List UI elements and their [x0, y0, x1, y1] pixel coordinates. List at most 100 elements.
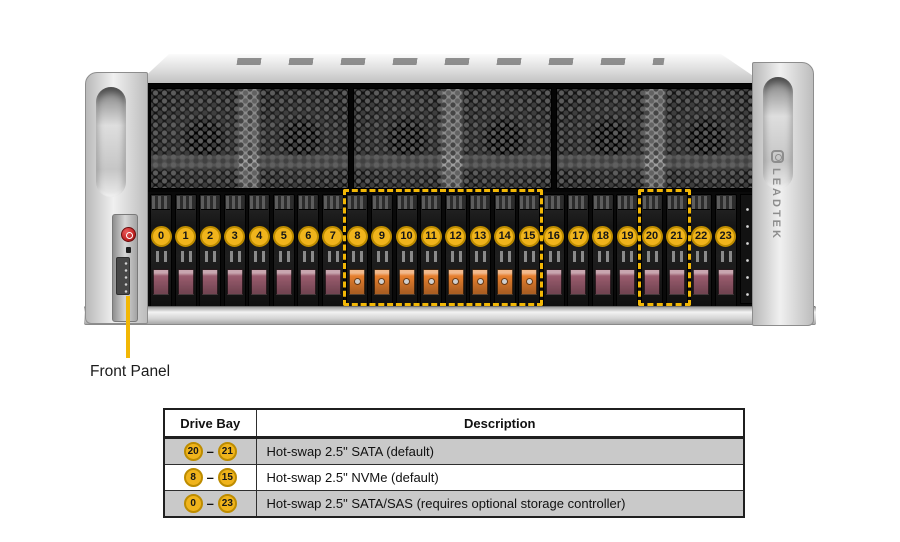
- tray-handle: [544, 196, 563, 210]
- drive-bay-tray: 6: [297, 194, 320, 307]
- fan-module-1: [150, 88, 349, 189]
- drive-bay-number: 20: [641, 226, 663, 247]
- tray-vent: [421, 251, 442, 262]
- tray-handle: [176, 196, 195, 210]
- tray-vent: [200, 251, 221, 262]
- drive-bay-tray: 5: [272, 194, 295, 307]
- tray-vent: [519, 251, 540, 262]
- bay-range-cell: 20–21: [163, 437, 257, 465]
- latch-screw: [379, 279, 385, 284]
- tray-handle: [643, 196, 661, 210]
- tray-handle: [397, 196, 416, 210]
- drive-bay-tray: 3: [223, 194, 246, 307]
- tray-vent: [322, 251, 343, 262]
- drive-bay-tray: 19: [616, 194, 639, 307]
- latch-screw: [477, 279, 483, 284]
- tray-latch: [717, 269, 734, 295]
- fan-module-2: [353, 88, 552, 189]
- tray-vent: [445, 251, 466, 262]
- bay-range-cell: 0–23: [163, 490, 257, 518]
- range-dash: –: [206, 470, 214, 485]
- tray-latch: [693, 269, 710, 295]
- tray-handle: [348, 196, 367, 210]
- tray-handle: [274, 196, 293, 210]
- tray-vent: [543, 251, 564, 262]
- front-panel-label: Front Panel: [90, 363, 171, 380]
- tray-latch: [300, 269, 317, 295]
- drive-bay-number: 21: [666, 226, 688, 247]
- tray-vent: [494, 251, 515, 262]
- tray-latch: [275, 269, 292, 295]
- latch-screw: [404, 279, 409, 284]
- tray-handle: [495, 196, 514, 210]
- tray-latch: [153, 269, 169, 295]
- drive-bay-tray: 4: [248, 194, 271, 307]
- handle-cutout-left: [96, 87, 126, 197]
- drive-bay-tray: 8: [346, 194, 369, 307]
- table-row: 8–15 Hot-swap 2.5" NVMe (default): [163, 464, 745, 491]
- latch-screw: [428, 279, 434, 284]
- description-cell: Hot-swap 2.5" SATA/SAS (requires optiona…: [255, 490, 745, 518]
- drive-bay-number: 13: [469, 226, 491, 247]
- tray-latch: [251, 269, 268, 295]
- latch-screw: [453, 279, 459, 284]
- leadtek-logo-text: LEADTEK: [770, 168, 782, 241]
- drive-bay-number: 6: [297, 226, 319, 247]
- tray-latch: [324, 269, 341, 295]
- chassis-top-lid: [137, 54, 765, 84]
- drive-bay-number: 16: [543, 226, 565, 247]
- tray-vent: [249, 251, 270, 262]
- drive-bay-number: 18: [592, 226, 614, 247]
- tray-vent: [273, 251, 294, 262]
- tray-latch: [545, 269, 562, 295]
- tray-handle: [593, 196, 612, 210]
- drive-bay-number: 3: [224, 226, 246, 247]
- tray-handle: [618, 196, 637, 210]
- tray-handle: [372, 196, 391, 210]
- drive-bay-tray: 22: [690, 194, 713, 307]
- drive-bay-tray: 13: [469, 194, 492, 307]
- column-header-description: Description: [255, 408, 745, 439]
- power-symbol-icon: [126, 232, 133, 239]
- tray-handle: [716, 196, 735, 210]
- drive-bay-number: 17: [567, 226, 589, 247]
- tray-handle: [446, 196, 465, 210]
- tray-handle: [471, 196, 490, 210]
- range-dash: –: [206, 496, 214, 511]
- drive-bay-tray: 15: [518, 194, 541, 307]
- tray-latch: [668, 269, 685, 295]
- column-header-drive-bay: Drive Bay: [163, 408, 257, 439]
- bottom-rail: [84, 306, 816, 325]
- tray-vent: [175, 251, 196, 262]
- drive-bay-tray: 17: [567, 194, 590, 307]
- drive-bay-number: 7: [322, 226, 344, 247]
- tray-handle: [225, 196, 244, 210]
- bay-number-chip: 0: [183, 494, 203, 513]
- tray-handle: [299, 196, 318, 210]
- power-button-icon: [121, 227, 136, 242]
- drive-bay-number: 5: [273, 226, 295, 247]
- table-header-row: Drive Bay Description: [163, 408, 745, 439]
- bay-group-highlight: [343, 189, 544, 306]
- tray-latch: [619, 269, 636, 295]
- bay-number-chip: 15: [217, 468, 237, 487]
- tray-vent: [298, 251, 319, 262]
- drive-bay-number: 15: [518, 226, 540, 247]
- tray-vent: [617, 251, 638, 262]
- range-dash: –: [206, 444, 214, 459]
- tray-vent: [666, 251, 687, 262]
- drive-bay-number: 2: [199, 226, 221, 247]
- bay-number-chip: 8: [183, 468, 203, 487]
- drive-bay-tray: 11: [420, 194, 443, 307]
- tray-vent: [224, 251, 245, 262]
- rack-ear-right: [752, 62, 814, 326]
- drive-bay-tray: 12: [444, 194, 467, 307]
- led-indicator-panel: [116, 257, 130, 295]
- tray-latch: [570, 269, 587, 295]
- drive-bay-row: 0 1 2 3 4 5 6 7 8 9 10 11 12 13 14 15 16 17 18 19 20 21 22 23: [147, 192, 755, 309]
- drive-bay-number: 19: [616, 226, 638, 247]
- drive-bay-tray: 16: [542, 194, 565, 307]
- tray-latch: [594, 269, 611, 295]
- drive-bay-number: 12: [445, 226, 467, 247]
